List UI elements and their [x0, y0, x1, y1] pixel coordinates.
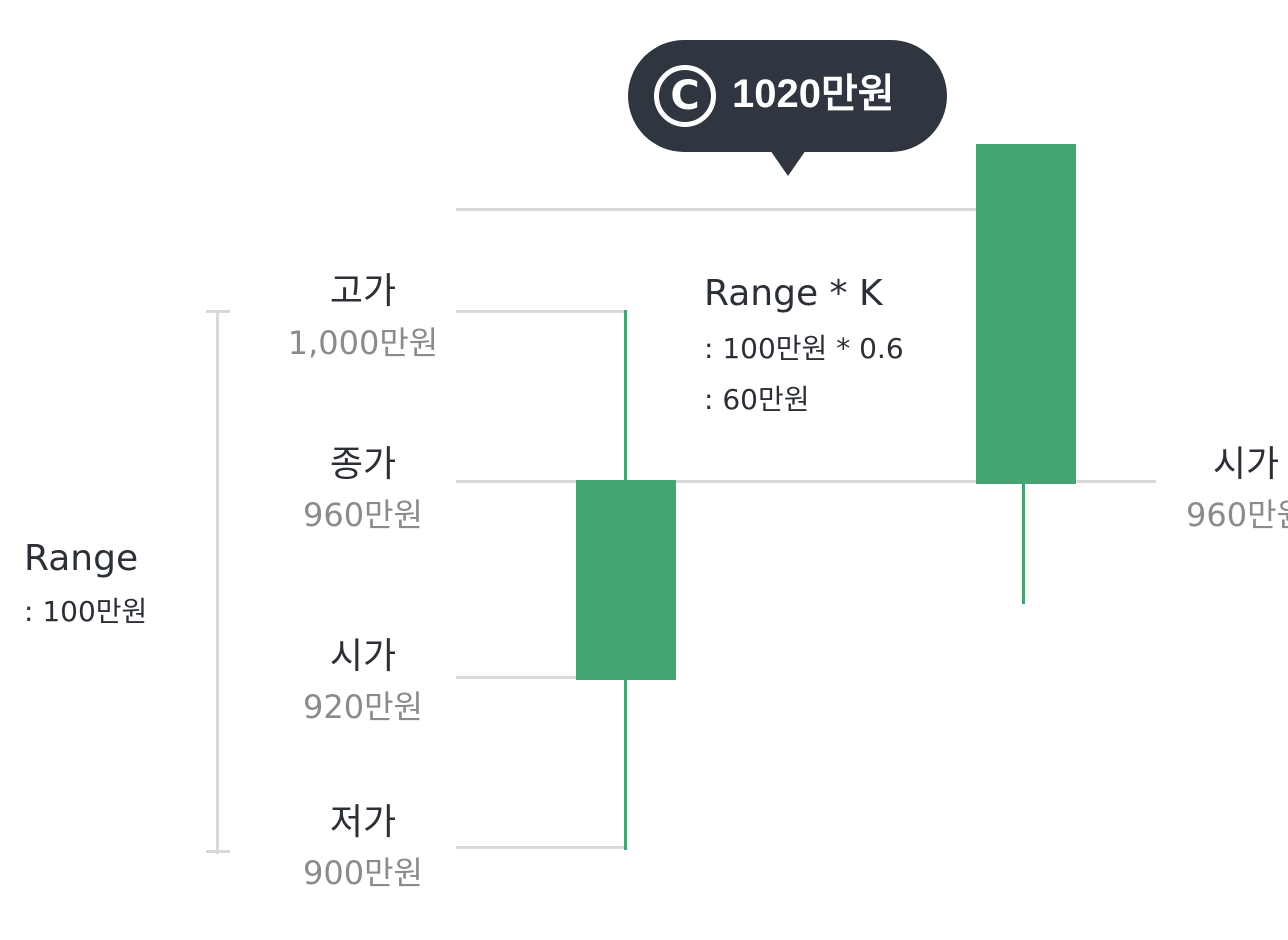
- low-price-line: [456, 846, 626, 849]
- open-label-title: 시가: [329, 636, 397, 677]
- copyright-c-icon: C: [654, 65, 716, 127]
- open-price-line: [456, 676, 626, 679]
- close-price-line: [456, 480, 1156, 483]
- target-price-line: [456, 208, 978, 211]
- close-label-value: 960만원: [303, 496, 423, 534]
- next-open-label-title: 시가: [1212, 444, 1280, 485]
- next-candle-wick: [1022, 480, 1025, 604]
- range-k-title: Range * K: [704, 273, 883, 314]
- range-title: Range: [24, 538, 139, 579]
- next-open-label-value: 960만원: [1186, 496, 1288, 534]
- high-price-line: [456, 310, 626, 313]
- range-bracket-line: [216, 311, 219, 854]
- range-bracket-top-cap: [206, 310, 230, 313]
- high-label-title: 고가: [329, 271, 397, 312]
- open-label-value: 920만원: [303, 688, 423, 726]
- range-k-line2: : 60만원: [704, 383, 810, 416]
- next-candle-body: [976, 144, 1076, 484]
- close-label-title: 종가: [329, 444, 397, 485]
- high-label-value: 1,000만원: [287, 324, 439, 362]
- today-candle-body: [576, 480, 676, 680]
- target-price-bubble-tail: [770, 150, 806, 176]
- range-bracket-bottom-cap: [206, 850, 230, 853]
- range-k-line1: : 100만원 * 0.6: [704, 332, 904, 365]
- target-price-value: 1020만원: [732, 72, 895, 116]
- range-value: : 100만원: [24, 595, 148, 628]
- low-label-title: 저가: [329, 802, 397, 843]
- low-label-value: 900만원: [303, 854, 423, 892]
